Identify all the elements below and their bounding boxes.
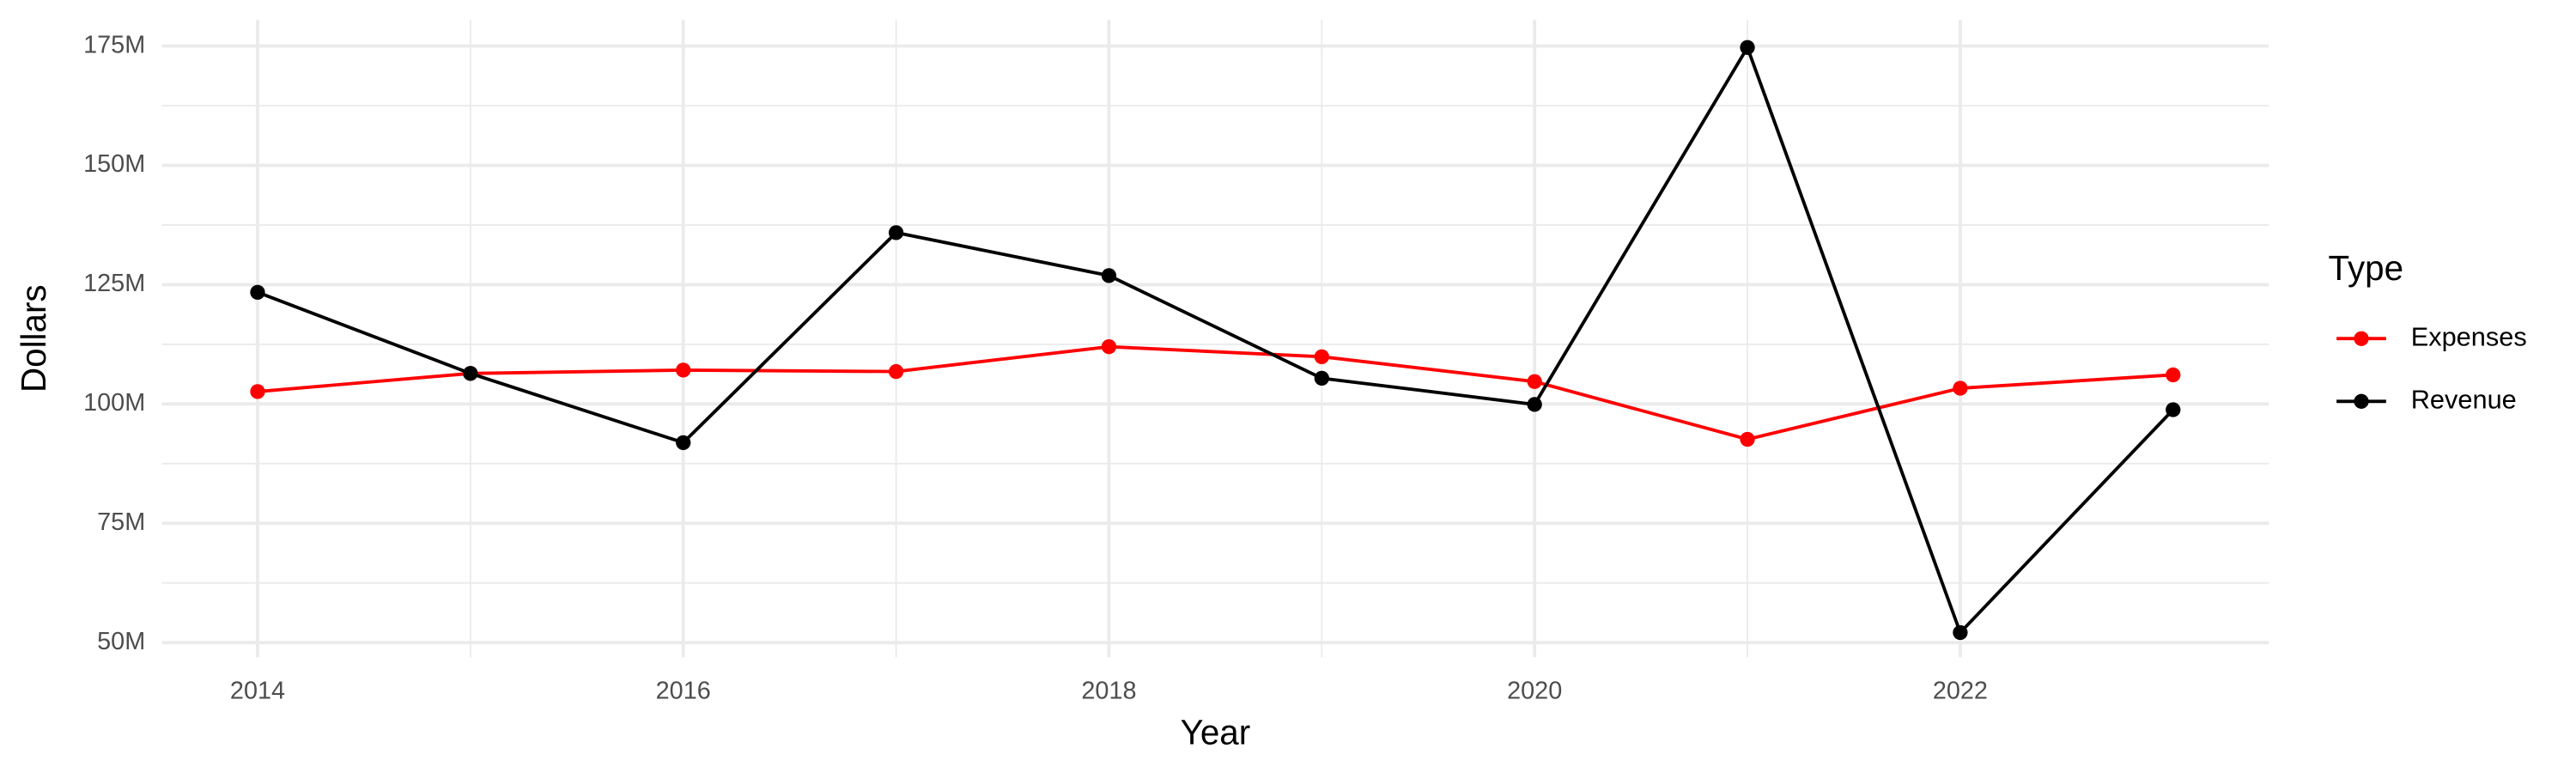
legend-title: Type: [2329, 248, 2404, 288]
y-tick-label: 50M: [97, 628, 145, 655]
data-point: [888, 225, 904, 240]
x-tick-label: 2022: [1933, 677, 1988, 704]
data-point: [1953, 624, 1968, 641]
data-point: [463, 366, 478, 381]
y-tick-label: 75M: [97, 508, 145, 536]
data-point: [250, 284, 265, 300]
series-line: [257, 43, 2175, 636]
x-tick-label: 2018: [1081, 677, 1136, 704]
y-tick-label: 175M: [83, 31, 145, 58]
data-point: [1101, 268, 1117, 283]
data-point: [676, 435, 691, 451]
marks: [250, 40, 2181, 641]
x-axis-title: Year: [1181, 712, 1251, 752]
legend-label: Expenses: [2411, 321, 2527, 351]
x-tick-label: 2014: [230, 677, 285, 704]
data-point: [2166, 367, 2181, 383]
data-point: [1740, 431, 1755, 447]
data-point: [2166, 402, 2181, 417]
data-point: [1527, 397, 1542, 412]
data-point: [1314, 370, 1329, 386]
grid: [161, 20, 2269, 658]
legend-label: Revenue: [2411, 384, 2517, 414]
data-point: [1953, 380, 1968, 396]
x-tick-label: 2020: [1507, 677, 1562, 704]
y-axis-title: Dollars: [14, 284, 53, 393]
y-tick-label: 100M: [83, 389, 145, 417]
data-point: [888, 363, 904, 380]
series-line: [257, 344, 2173, 441]
data-point: [676, 362, 691, 378]
legend-key-point: [2354, 393, 2369, 409]
legend-key-point: [2354, 331, 2369, 346]
data-point: [1740, 40, 1755, 55]
y-tick-label: 125M: [83, 270, 145, 297]
data-point: [1314, 349, 1329, 364]
y-tick-label: 150M: [83, 150, 145, 178]
data-point: [1101, 339, 1117, 355]
data-point: [250, 384, 265, 399]
x-tick-label: 2016: [656, 677, 711, 704]
data-point: [1527, 374, 1542, 389]
